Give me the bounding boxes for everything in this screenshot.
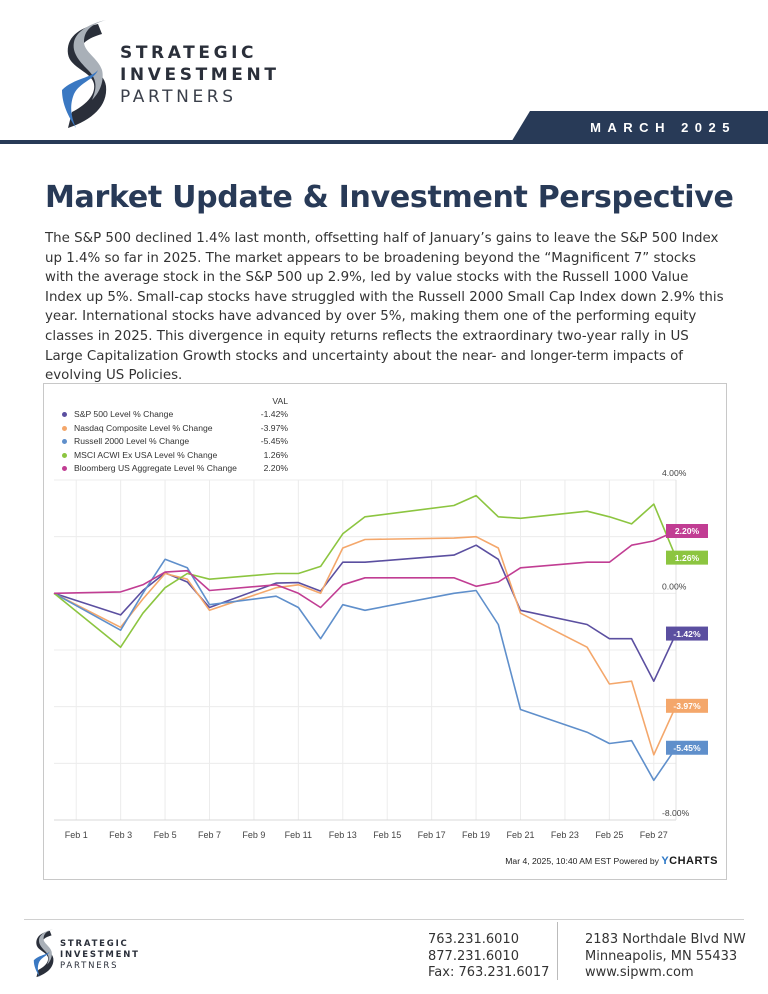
legend-dot-icon	[62, 425, 67, 431]
series-line-4	[53, 530, 677, 609]
x-tick-label: Feb 7	[198, 830, 221, 840]
end-label: 2.20%	[675, 526, 700, 536]
footer-logo-line-3: PARTNERS	[60, 961, 119, 971]
footer-rule	[24, 919, 744, 920]
logo-line-2: INVESTMENT	[120, 65, 280, 85]
article-body: The S&P 500 declined 1.4% last month, of…	[45, 231, 724, 384]
x-tick-label: Feb 1	[65, 830, 88, 840]
footer-logo-mark-icon	[33, 929, 54, 978]
ycharts-y: Y	[661, 855, 670, 867]
x-tick-label: Feb 11	[285, 830, 312, 840]
legend-value: -3.97%	[260, 422, 288, 433]
chart-source-text: Mar 4, 2025, 10:40 AM EST Powered by	[505, 856, 659, 866]
legend-label: MSCI ACWI Ex USA Level % Change	[74, 449, 218, 460]
x-tick-label: Feb 19	[462, 830, 490, 840]
legend-value: 2.20%	[263, 463, 288, 473]
y-tick-label: 0.00%	[662, 581, 687, 591]
series-line-2	[53, 558, 677, 782]
end-label-bg	[666, 550, 708, 565]
address-line-1: 2183 Northdale Blvd NW	[585, 932, 746, 947]
website-link[interactable]: www.sipwm.com	[585, 965, 694, 980]
end-label: 1.26%	[675, 553, 700, 563]
end-label: -3.97%	[673, 701, 701, 711]
logo-line-1: STRATEGIC	[120, 43, 258, 63]
series-line-0	[53, 544, 677, 683]
ycharts-logo: YCHARTS	[661, 855, 718, 867]
legend-label: S&P 500 Level % Change	[74, 409, 174, 419]
end-label: -1.42%	[673, 629, 701, 639]
y-tick-label: -8.00%	[662, 808, 690, 818]
footer-logo-line-2: INVESTMENT	[60, 950, 140, 960]
address-line-2: Minneapolis, MN 55433	[585, 948, 738, 964]
ycharts-rest: CHARTS	[669, 855, 718, 867]
legend-label: Russell 2000 Level % Change	[74, 436, 190, 446]
phone-2: 877.231.6010	[428, 948, 519, 964]
legend-label: Nasdaq Composite Level % Change	[74, 422, 213, 433]
legend-value: -5.45%	[260, 436, 288, 446]
end-label-bg	[666, 698, 708, 713]
x-tick-label: Feb 3	[109, 830, 132, 840]
end-label-bg	[666, 524, 708, 538]
x-tick-label: Feb 13	[329, 830, 357, 840]
chart-source: Mar 4, 2025, 10:40 AM EST Powered by YCH…	[505, 855, 718, 867]
series-line-1	[53, 535, 677, 756]
logo-mark-icon	[62, 20, 107, 128]
footer-logo: STRATEGIC INVESTMENT PARTNERS	[32, 925, 182, 981]
page-title: Market Update & Investment Perspective	[45, 180, 734, 215]
footer-wordmark: STRATEGIC INVESTMENT PARTNERS	[60, 939, 140, 972]
x-tick-label: Feb 17	[418, 830, 446, 840]
date-banner: MARCH 2025	[510, 111, 768, 144]
legend-dot-icon	[62, 466, 67, 471]
end-label-bg	[666, 740, 708, 755]
x-tick-label: Feb 21	[506, 830, 534, 840]
phone-1: 763.231.6010	[428, 932, 519, 947]
chart-canvas: Feb 1 Feb 3 Feb 5 Feb 7 Feb 9 Feb 11 Feb 13 Feb…	[53, 468, 708, 840]
x-tick-label: Feb 23	[551, 830, 579, 840]
company-logo: STRATEGIC INVESTMENT PARTNERS	[58, 20, 298, 132]
x-tick-label: Feb 25	[595, 830, 623, 840]
legend-dot-icon	[62, 452, 67, 458]
x-tick-label: Feb 5	[154, 830, 177, 840]
contact-phones: 763.231.6010 877.231.6010 Fax: 763.231.6…	[428, 932, 549, 982]
legend-label: Bloomberg US Aggregate Level % Change	[74, 463, 237, 473]
footer-divider	[557, 922, 558, 980]
contact-address: 2183 Northdale Blvd NW Minneapolis, MN 5…	[585, 932, 746, 982]
logo-wordmark: STRATEGIC INVESTMENT PARTNERS	[120, 42, 280, 108]
x-tick-label: Feb 9	[242, 830, 265, 840]
x-tick-label: Feb 27	[640, 830, 668, 840]
end-label: -5.45%	[673, 743, 701, 753]
performance-chart: Feb 1 Feb 3 Feb 5 Feb 7 Feb 9 Feb 11 Feb 13 Feb…	[43, 383, 727, 880]
legend-dot-icon	[62, 412, 67, 417]
legend-dot-icon	[62, 439, 67, 444]
issue-date: MARCH 2025	[590, 120, 736, 135]
series-line-3	[53, 494, 677, 649]
header-rule	[0, 140, 768, 144]
legend-header: VAL	[272, 396, 288, 406]
end-label-bg	[666, 626, 708, 641]
legend-value: -1.42%	[260, 409, 288, 419]
x-tick-label: Feb 15	[373, 830, 401, 840]
legend-value: 1.26%	[263, 449, 288, 460]
footer-logo-line-1: STRATEGIC	[60, 939, 129, 949]
y-tick-label: 4.00%	[662, 468, 687, 478]
fax-number: Fax: 763.231.6017	[428, 965, 550, 980]
logo-line-3: PARTNERS	[120, 87, 237, 107]
